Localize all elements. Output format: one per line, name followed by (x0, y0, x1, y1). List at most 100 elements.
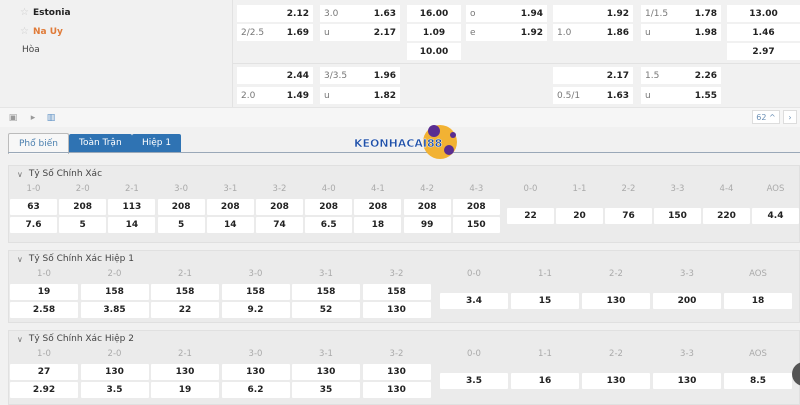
odds-box[interactable]: 20 (556, 208, 603, 224)
odds-box[interactable]: 130 (582, 373, 650, 389)
odds-cell[interactable]: 2.12 (237, 5, 313, 22)
odds-box[interactable]: 130 (362, 302, 431, 318)
tab-pho-bien[interactable]: Phổ biến (8, 133, 69, 154)
odds-box[interactable]: 208 (206, 199, 254, 215)
next-button[interactable]: › (783, 110, 797, 124)
odds-box[interactable]: 63 (10, 199, 57, 215)
market-header[interactable]: ∨ Tỷ Số Chính Xác (17, 169, 102, 179)
odds-box[interactable]: 3.4 (440, 293, 508, 309)
play-icon[interactable]: ▸ (30, 113, 36, 123)
odds-box[interactable]: 16 (511, 373, 579, 389)
odds-box[interactable]: 150 (452, 217, 500, 233)
odds-box[interactable]: 6.5 (305, 217, 353, 233)
odds-box[interactable]: 2.58 (10, 302, 78, 318)
odds-cell[interactable]: o 1.94 (466, 5, 547, 22)
odds-box[interactable]: 15 (511, 293, 579, 309)
odds-box[interactable]: 4.4 (752, 208, 799, 224)
odds-box[interactable]: 18 (724, 293, 792, 309)
odds-box[interactable]: 130 (151, 364, 219, 380)
bar-chart-icon[interactable]: ▥ (46, 113, 56, 123)
odds-box[interactable]: 130 (582, 293, 650, 309)
odds-cell[interactable]: 1.0 1.86 (553, 24, 633, 41)
odds-box[interactable]: 27 (10, 364, 78, 380)
odds-cell[interactable]: 1.92 (553, 5, 633, 22)
odds-box[interactable]: 35 (292, 382, 360, 398)
odds-cell[interactable]: 3.0 1.63 (320, 5, 400, 22)
odds-cell[interactable]: 0.5/1 1.63 (553, 87, 633, 104)
odds-cell[interactable]: 2.0 1.49 (237, 87, 313, 104)
odds-box[interactable]: 74 (256, 217, 303, 233)
odds-box[interactable]: 8.5 (724, 373, 792, 389)
odds-box[interactable]: 130 (653, 373, 721, 389)
odds-box[interactable]: 130 (80, 364, 149, 380)
odds-box[interactable]: 208 (59, 199, 107, 215)
odds-cell[interactable]: 1.5 2.26 (641, 67, 721, 84)
odds-box[interactable]: 76 (605, 208, 652, 224)
odds-box[interactable]: 130 (221, 364, 290, 380)
odds-box[interactable]: 19 (151, 382, 219, 398)
market-header[interactable]: ∨ Tỷ Số Chính Xác Hiệp 1 (17, 254, 134, 264)
tab-divider (8, 152, 800, 153)
odds-cell[interactable]: u 1.82 (320, 87, 400, 104)
tab-hiep-1[interactable]: Hiệp 1 (132, 134, 182, 152)
odds-box[interactable]: 158 (151, 284, 219, 300)
odds-box[interactable]: 158 (80, 284, 149, 300)
odds-box[interactable]: 2.92 (10, 382, 78, 398)
odds-box[interactable]: 3.85 (80, 302, 149, 318)
odds-box[interactable]: 3.5 (80, 382, 149, 398)
odds-cell[interactable]: 3/3.5 1.96 (320, 67, 400, 84)
odds-cell[interactable]: u 2.17 (320, 24, 400, 41)
odds-cell[interactable]: 16.00 (407, 5, 461, 22)
stats-board-icon[interactable]: ▣ (8, 113, 18, 123)
odds-box[interactable]: 220 (703, 208, 750, 224)
odds-box[interactable]: 208 (403, 199, 451, 215)
odds-cell[interactable]: 1.09 (407, 24, 461, 41)
star-icon[interactable]: ☆ (20, 26, 29, 37)
odds-box[interactable]: 14 (108, 217, 156, 233)
odds-box[interactable]: 130 (362, 364, 431, 380)
odds-box[interactable]: 6.2 (221, 382, 290, 398)
star-icon[interactable]: ☆ (20, 7, 29, 18)
odds-cell[interactable]: 1/1.5 1.78 (641, 5, 721, 22)
odds-box[interactable]: 52 (292, 302, 360, 318)
odds-box[interactable]: 158 (221, 284, 290, 300)
odds-box[interactable]: 130 (362, 382, 431, 398)
odds-box[interactable]: 3.5 (440, 373, 508, 389)
odds-box[interactable]: 5 (59, 217, 107, 233)
odds-box[interactable]: 5 (157, 217, 205, 233)
odds-cell[interactable]: 2/2.5 1.69 (237, 24, 313, 41)
odds-box[interactable]: 200 (653, 293, 721, 309)
odds-box[interactable]: 19 (10, 284, 78, 300)
handicap-label: 0.5/1 (557, 90, 581, 101)
odds-box[interactable]: 22 (151, 302, 219, 318)
odds-box[interactable]: 7.6 (10, 217, 57, 233)
odds-box[interactable]: 113 (108, 199, 156, 215)
market-count-button[interactable]: 62 ^ (752, 110, 780, 124)
odds-box[interactable]: 150 (654, 208, 701, 224)
odds-box[interactable]: 158 (292, 284, 360, 300)
odds-box[interactable]: 9.2 (221, 302, 290, 318)
odds-cell[interactable]: 2.97 (727, 43, 800, 60)
score-label: 1-1 (538, 269, 552, 279)
odds-box[interactable]: 18 (354, 217, 402, 233)
odds-cell[interactable]: 1.46 (727, 24, 800, 41)
odds-box[interactable]: 99 (403, 217, 451, 233)
odds-box[interactable]: 14 (206, 217, 254, 233)
tab-toan-tran[interactable]: Toàn Trận (69, 134, 132, 152)
odds-box[interactable]: 208 (157, 199, 205, 215)
odds-cell[interactable]: 10.00 (407, 43, 461, 60)
odds-box[interactable]: 208 (452, 199, 500, 215)
odds-cell[interactable]: u 1.55 (641, 87, 721, 104)
odds-cell[interactable]: 2.17 (553, 67, 633, 84)
odds-cell[interactable]: 2.44 (237, 67, 313, 84)
odds-box[interactable]: 130 (292, 364, 360, 380)
odds-box[interactable]: 22 (507, 208, 554, 224)
odds-cell[interactable]: u 1.98 (641, 24, 721, 41)
odds-box[interactable]: 158 (362, 284, 431, 300)
odds-cell[interactable]: e 1.92 (466, 24, 547, 41)
market-header[interactable]: ∨ Tỷ Số Chính Xác Hiệp 2 (17, 334, 134, 344)
odds-box[interactable]: 208 (256, 199, 303, 215)
odds-box[interactable]: 208 (354, 199, 402, 215)
odds-cell[interactable]: 13.00 (727, 5, 800, 22)
odds-box[interactable]: 208 (305, 199, 353, 215)
